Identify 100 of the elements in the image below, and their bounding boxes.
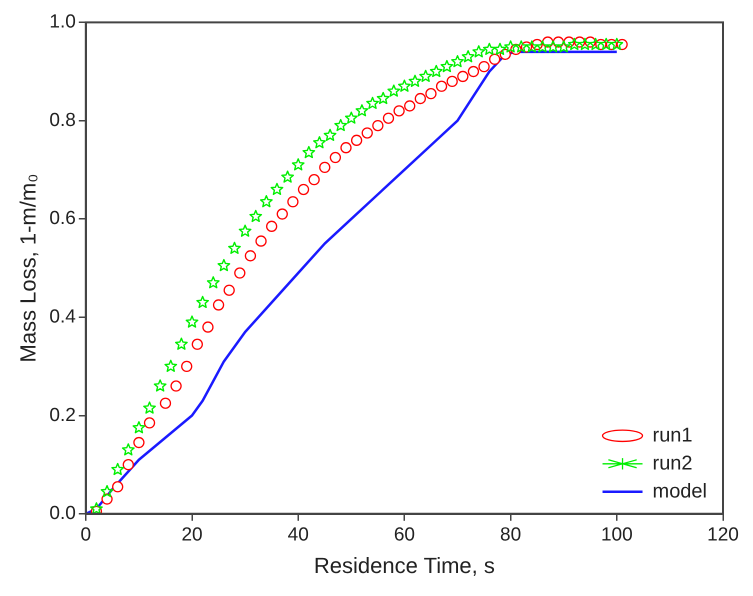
point [196, 296, 210, 308]
point [468, 66, 480, 78]
point [600, 38, 613, 50]
point [266, 220, 278, 232]
point [244, 250, 256, 262]
point [112, 481, 124, 492]
point [446, 76, 458, 88]
point [525, 40, 538, 53]
point [382, 112, 394, 124]
point [281, 170, 294, 183]
y-tick-label: 0.8 [49, 110, 76, 131]
point [154, 379, 167, 392]
x-tick-label: 40 [288, 524, 309, 546]
point [478, 60, 490, 72]
point [324, 128, 336, 141]
point [292, 158, 305, 170]
point [122, 459, 134, 470]
x-axis-title: Residence Time, s [314, 552, 495, 578]
point [298, 184, 310, 196]
point [489, 54, 500, 65]
point [143, 401, 156, 414]
point [393, 105, 405, 116]
point [436, 80, 448, 92]
point [132, 421, 146, 434]
y-tick-label: 0.6 [49, 208, 76, 230]
x-tick-label: 60 [394, 524, 415, 546]
y-tick-label: 0.0 [49, 503, 76, 524]
point [313, 136, 326, 148]
point [260, 195, 273, 208]
point [174, 338, 188, 350]
point [111, 462, 124, 476]
point [133, 436, 145, 448]
point [372, 120, 384, 132]
point [350, 134, 362, 146]
point [356, 104, 368, 116]
point [287, 196, 299, 208]
x-tick-label: 120 [707, 524, 739, 546]
point [578, 38, 592, 50]
point [276, 208, 288, 220]
point [514, 40, 528, 53]
y-tick-label: 1.0 [49, 12, 76, 33]
point [228, 242, 241, 254]
point [414, 92, 426, 104]
point [568, 38, 581, 50]
point [482, 42, 496, 55]
point [270, 182, 284, 196]
point [536, 40, 549, 53]
point [144, 417, 156, 429]
point [557, 40, 570, 53]
x-tick-label: 100 [600, 524, 633, 546]
point [234, 267, 246, 279]
point [160, 398, 172, 409]
point [224, 284, 235, 296]
point [319, 162, 330, 174]
point [308, 174, 320, 186]
point [170, 380, 182, 392]
point [90, 502, 103, 514]
point [330, 152, 342, 164]
point [164, 360, 178, 372]
point [404, 100, 416, 112]
point [122, 443, 135, 456]
y-tick-label: 0.2 [49, 404, 76, 426]
point [472, 45, 486, 58]
y-axis-title: Mass Loss, 1-m/m₀ [15, 174, 40, 363]
point [100, 484, 114, 498]
point [387, 84, 400, 97]
point [462, 50, 475, 62]
point [186, 315, 198, 328]
point [255, 235, 267, 247]
point [340, 142, 352, 154]
point [362, 127, 373, 139]
point [302, 146, 316, 158]
point [451, 55, 464, 68]
point [344, 112, 358, 124]
point [192, 338, 203, 350]
point [238, 224, 252, 237]
x-tick-label: 20 [181, 524, 203, 546]
x-tick-label: 80 [500, 524, 522, 546]
point [419, 70, 432, 82]
point [366, 96, 379, 110]
legend-label: run2 [652, 452, 693, 474]
point [504, 40, 518, 53]
x-tick-label: 0 [80, 524, 92, 546]
point [202, 321, 214, 333]
y-tick-label: 0.4 [49, 306, 76, 328]
point [425, 88, 437, 100]
point [398, 80, 411, 92]
point [494, 42, 506, 55]
point [408, 74, 422, 87]
point [217, 258, 230, 272]
point [610, 38, 624, 50]
point [457, 70, 468, 82]
point [430, 64, 443, 78]
point [334, 118, 348, 132]
point [376, 92, 390, 104]
point [546, 40, 560, 53]
point [206, 276, 220, 288]
point [589, 38, 602, 50]
legend-label: model [652, 480, 708, 502]
point [249, 210, 262, 222]
